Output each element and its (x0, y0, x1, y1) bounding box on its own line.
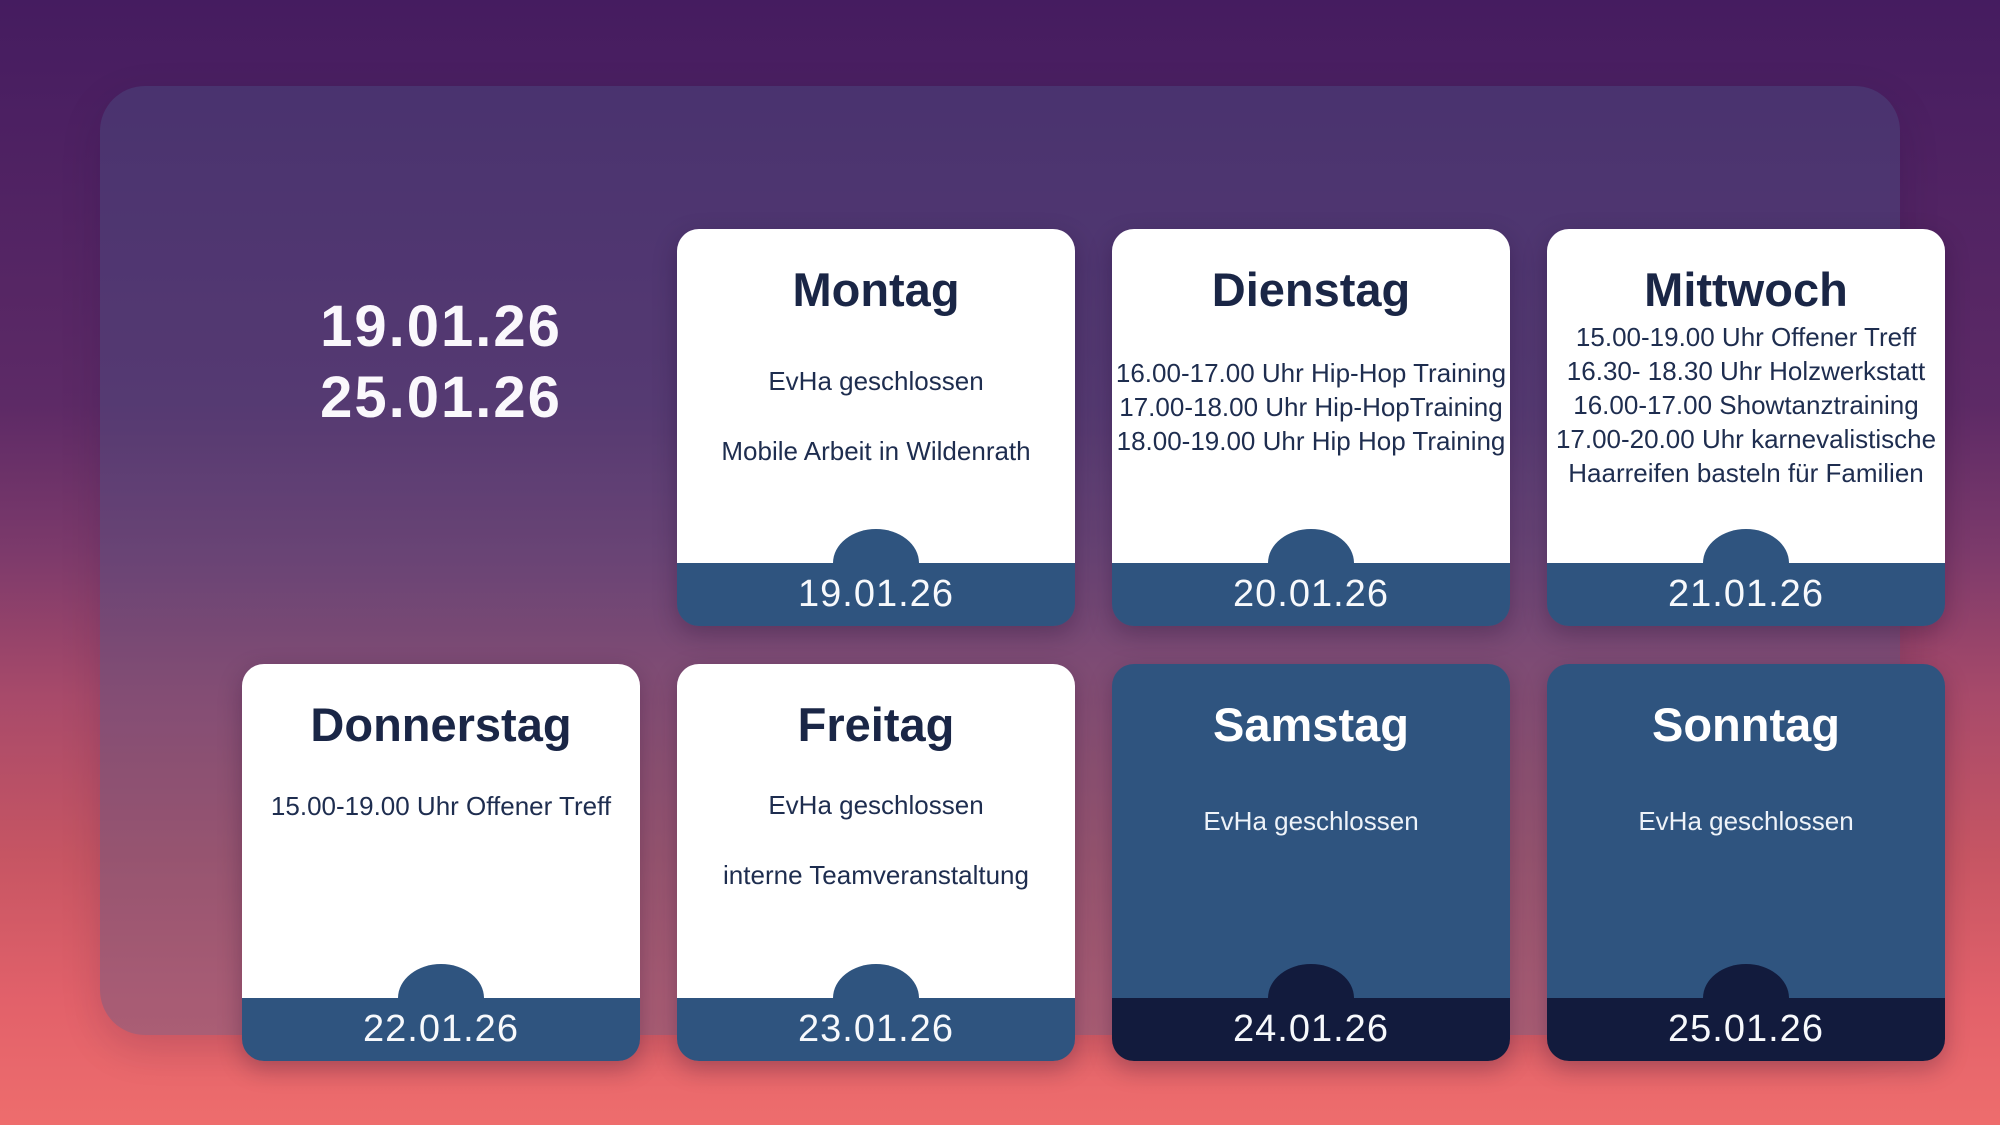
day-card-samstag: Samstag EvHa geschlossen 24.01.26 (1112, 664, 1510, 1061)
events-list: 16.00-17.00 Uhr Hip-Hop Training 17.00-18… (1112, 356, 1510, 458)
event-line: 18.00-19.00 Uhr Hip Hop Training (1116, 426, 1506, 456)
events-list: EvHa geschlossen (1547, 804, 1945, 838)
events-list: 15.00-19.00 Uhr Offener Treff (242, 789, 640, 823)
event-line: 16.00-17.00 Uhr Hip-Hop Training (1115, 358, 1507, 388)
event-line: 15.00-19.00 Uhr Offener Treff (1575, 322, 1917, 352)
day-title: Mittwoch (1644, 263, 1848, 316)
date-bar: 19.01.26 (677, 563, 1075, 626)
date-label: 20.01.26 (1233, 573, 1389, 615)
day-card-mittwoch: Mittwoch 15.00-19.00 Uhr Offener Treff 16… (1547, 229, 1945, 626)
week-grid: 19.01.26 25.01.26 Montag EvHa geschlosse… (242, 229, 1945, 1061)
events-list: EvHa geschlossen interne Teamveranstaltun… (677, 787, 1075, 893)
card-body: Donnerstag 15.00-19.00 Uhr Offener Treff (242, 664, 640, 998)
date-bar: 21.01.26 (1547, 563, 1945, 626)
day-card-sonntag: Sonntag EvHa geschlossen 25.01.26 (1547, 664, 1945, 1061)
date-bar: 23.01.26 (677, 998, 1075, 1061)
date-label: 21.01.26 (1668, 573, 1824, 615)
date-bar: 22.01.26 (242, 998, 640, 1061)
date-bar: 24.01.26 (1112, 998, 1510, 1061)
event-line: Mobile Arbeit in Wildenrath (721, 436, 1031, 466)
card-body: Montag EvHa geschlossen Mobile Arbeit in … (677, 229, 1075, 563)
event-line: EvHa geschlossen (1203, 806, 1419, 836)
event-line: 15.00-19.00 Uhr Offener Treff (270, 791, 612, 821)
event-line: EvHa geschlossen (768, 366, 984, 396)
week-panel: 19.01.26 25.01.26 Montag EvHa geschlosse… (100, 86, 1945, 1061)
events-list: EvHa geschlossen Mobile Arbeit in Wildenr… (677, 363, 1075, 469)
day-title: Donnerstag (310, 698, 572, 751)
events-list: EvHa geschlossen (1112, 804, 1510, 838)
date-label: 22.01.26 (363, 1008, 519, 1050)
week-range-header: 19.01.26 25.01.26 (242, 229, 640, 626)
card-body: Dienstag 16.00-17.00 Uhr Hip-Hop Trainin… (1112, 229, 1510, 563)
week-end-date: 25.01.26 (320, 365, 562, 430)
week-start-date: 19.01.26 (320, 294, 562, 359)
event-line: interne Teamveranstaltung (723, 860, 1029, 890)
day-card-dienstag: Dienstag 16.00-17.00 Uhr Hip-Hop Trainin… (1112, 229, 1510, 626)
event-line: 16.00-17.00 Showtanztraining (1573, 390, 1919, 420)
event-line: 16.30- 18.30 Uhr Holzwerkstatt (1566, 356, 1926, 386)
day-card-montag: Montag EvHa geschlossen Mobile Arbeit in … (677, 229, 1075, 626)
day-card-freitag: Freitag EvHa geschlossen interne Teamvera… (677, 664, 1075, 1061)
day-title: Montag (792, 263, 960, 316)
date-label: 25.01.26 (1668, 1008, 1824, 1050)
event-line: 17.00-18.00 Uhr Hip-HopTraining (1119, 392, 1503, 422)
events-list: 15.00-19.00 Uhr Offener Treff 16.30- 18.3… (1547, 320, 1945, 490)
date-bar: 20.01.26 (1112, 563, 1510, 626)
card-body: Freitag EvHa geschlossen interne Teamvera… (677, 664, 1075, 998)
day-title: Sonntag (1652, 698, 1840, 751)
day-title: Freitag (797, 698, 955, 751)
date-label: 19.01.26 (798, 573, 954, 615)
card-body: Mittwoch 15.00-19.00 Uhr Offener Treff 16… (1547, 229, 1945, 563)
card-body: Samstag EvHa geschlossen (1112, 664, 1510, 998)
day-card-donnerstag: Donnerstag 15.00-19.00 Uhr Offener Treff… (242, 664, 640, 1061)
card-body: Sonntag EvHa geschlossen (1547, 664, 1945, 998)
date-label: 24.01.26 (1233, 1008, 1389, 1050)
event-line: EvHa geschlossen (768, 790, 984, 820)
date-bar: 25.01.26 (1547, 998, 1945, 1061)
date-label: 23.01.26 (798, 1008, 954, 1050)
day-title: Samstag (1213, 698, 1409, 751)
event-line: 17.00-20.00 Uhr karnevalistische Haarrei… (1555, 424, 1937, 488)
day-title: Dienstag (1211, 263, 1411, 316)
event-line: EvHa geschlossen (1638, 806, 1854, 836)
